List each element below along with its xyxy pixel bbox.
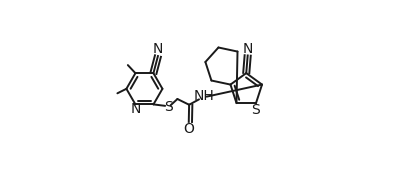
Text: N: N	[242, 42, 253, 56]
Text: S: S	[251, 103, 259, 117]
Text: S: S	[164, 100, 173, 114]
Text: O: O	[183, 122, 194, 136]
Text: N: N	[130, 102, 141, 116]
Text: N: N	[153, 42, 163, 56]
Text: NH: NH	[193, 89, 214, 103]
